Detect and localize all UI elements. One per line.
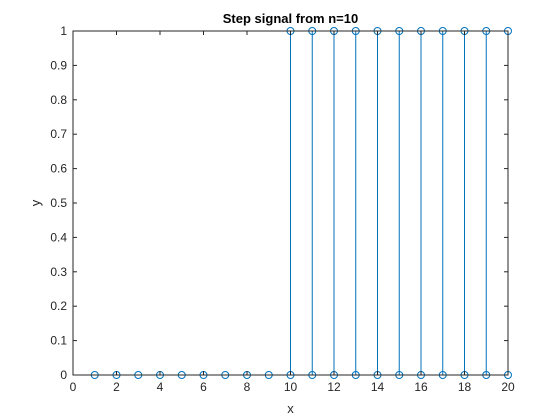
y-axis-label: y [28,199,43,206]
chart-title: Step signal from n=10 [223,11,358,26]
y-tick-label: 0.3 [50,265,67,279]
x-tick-label: 2 [113,380,120,394]
y-tick-label: 0.5 [50,196,67,210]
x-tick-label: 6 [200,380,207,394]
y-tick-label: 0.4 [50,230,67,244]
y-tick-label: 0 [60,368,67,382]
x-tick-label: 14 [371,380,385,394]
stems-layer [90,27,512,379]
y-tick-label: 0.7 [50,127,67,141]
x-tick-label: 0 [70,380,77,394]
x-tick-label: 4 [157,380,164,394]
y-tick-label: 0.6 [50,162,67,176]
x-tick-label: 8 [244,380,251,394]
y-tick-label: 0.8 [50,93,67,107]
y-ticks-layer: 0 0.1 0.2 0.3 0.4 0.5 0.6 0.7 0.8 0.9 1 [50,24,508,382]
x-tick-label: 12 [327,380,341,394]
x-tick-label: 16 [414,380,428,394]
y-tick-label: 0.2 [50,299,67,313]
x-ticks-layer: 0 2 4 6 8 10 12 14 16 18 20 [70,31,515,394]
y-tick-label: 0.1 [50,334,67,348]
y-tick-label: 1 [60,24,67,38]
x-axis-label: x [287,401,294,416]
x-tick-label: 18 [458,380,472,394]
x-tick-label: 20 [501,380,515,394]
y-tick-label: 0.9 [50,58,67,72]
x-tick-label: 10 [284,380,298,394]
